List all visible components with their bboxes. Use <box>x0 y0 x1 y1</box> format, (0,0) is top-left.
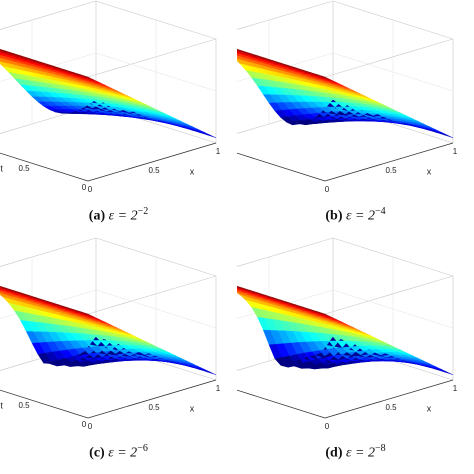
t-axis-label: t <box>0 400 3 410</box>
caption-label: (b) <box>325 208 343 224</box>
x-tick-label: 0.5 <box>148 403 160 412</box>
panel-b: 00.51x10-1Numerical Solution (b) ε = 2−4 <box>237 0 474 237</box>
panel-a: 0 0.5 1 x 0 0.5 t (a) ε = 2−2 <box>0 0 237 237</box>
x-tick-label: 1 <box>216 384 221 393</box>
surface <box>0 285 217 375</box>
x-tick-label: 0 <box>325 422 330 431</box>
surface-plot-a: 0 0.5 1 x 0 0.5 t <box>0 0 221 194</box>
axes-lines <box>0 379 217 419</box>
caption-exponent: −2 <box>137 206 149 217</box>
x-axis-label: x <box>427 167 432 177</box>
surface-plot-b: 00.51x10-1Numerical Solution <box>237 0 458 194</box>
x-tick-label: 1 <box>216 147 221 156</box>
t-tick-label: 0.5 <box>18 164 30 173</box>
caption-label: (c) <box>89 445 105 461</box>
caption-a: (a) ε = 2−2 <box>0 206 237 225</box>
x-tick-label: 1 <box>453 384 458 393</box>
surface <box>0 48 217 138</box>
caption-b: (b) ε = 2−4 <box>237 206 474 225</box>
x-tick-label: 0 <box>325 185 330 194</box>
t-tick-label: 0 <box>82 183 87 192</box>
caption-exponent: −8 <box>374 443 386 454</box>
x-axis-label: x <box>427 404 432 414</box>
caption-exponent: −6 <box>137 443 148 454</box>
surface-plot-d: 00.51x10-1Numerical Solution <box>237 237 458 431</box>
x-tick-label: 0.5 <box>148 166 160 175</box>
caption-epsilon: ε = 2 <box>346 445 375 461</box>
surface <box>237 48 454 138</box>
x-axis-label: x <box>190 167 195 177</box>
x-tick-label: 0 <box>88 185 93 194</box>
caption-c: (c) ε = 2−6 <box>0 443 237 462</box>
x-axis-label: x <box>190 404 195 414</box>
caption-label: (a) <box>88 208 106 224</box>
caption-epsilon: ε = 2 <box>346 208 375 224</box>
axes-lines <box>0 142 217 182</box>
axes-lines <box>237 142 454 182</box>
surface-plot-c: 0 0.5 1 x 0 0.5 t <box>0 237 221 431</box>
axes-lines <box>237 379 454 419</box>
t-axis-label: t <box>0 163 3 173</box>
surface <box>237 285 454 375</box>
x-tick-label: 0 <box>88 422 93 431</box>
panel-d: 00.51x10-1Numerical Solution (d) ε = 2−8 <box>237 237 474 474</box>
caption-epsilon: ε = 2 <box>108 445 138 461</box>
panel-c: 0 0.5 1 x 0 0.5 t (c) ε = 2−6 <box>0 237 237 474</box>
caption-epsilon: ε = 2 <box>108 208 138 224</box>
x-tick-label: 0.5 <box>385 166 397 175</box>
caption-label: (d) <box>325 445 343 461</box>
caption-exponent: −4 <box>374 206 386 217</box>
x-tick-label: 0.5 <box>385 403 397 412</box>
x-tick-label: 1 <box>453 147 458 156</box>
t-tick-label: 0 <box>82 420 87 429</box>
caption-d: (d) ε = 2−8 <box>237 443 474 462</box>
t-tick-label: 0.5 <box>18 401 30 410</box>
